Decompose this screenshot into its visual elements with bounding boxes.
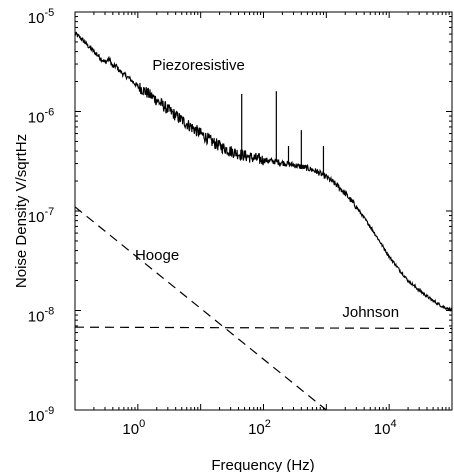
y-tick-label: 10-6 [28, 107, 54, 127]
axis-ticks [74, 12, 452, 411]
plot-frame [74, 11, 453, 411]
annotation-label: Hooge [135, 247, 179, 264]
y-tick-label: 10-8 [28, 306, 54, 326]
x-tick-label: 102 [248, 418, 271, 438]
annotation-label: Piezoresistive [152, 57, 245, 74]
y-tick-label: 10-9 [28, 405, 54, 425]
y-tick-label: 10-5 [28, 7, 54, 27]
y-axis-label: Noise Density V/sqrtHz [13, 134, 30, 288]
dashed-series-line [75, 206, 327, 410]
x-tick-label: 100 [122, 418, 145, 438]
annotation-label: Johnson [342, 304, 399, 321]
tick-labels: 100 102 104 10-9 10-8 10-7 10-6 10-5 [28, 7, 397, 438]
x-axis-label: Frequency (Hz) [211, 457, 314, 472]
measured-series-line [75, 31, 452, 313]
dashed-series-line [75, 326, 452, 330]
y-tick-label: 10-7 [28, 206, 54, 226]
chart-annotations: Piezoresistive Hooge Johnson [135, 57, 399, 321]
x-tick-label: 104 [374, 418, 397, 438]
chart-series [75, 31, 452, 410]
